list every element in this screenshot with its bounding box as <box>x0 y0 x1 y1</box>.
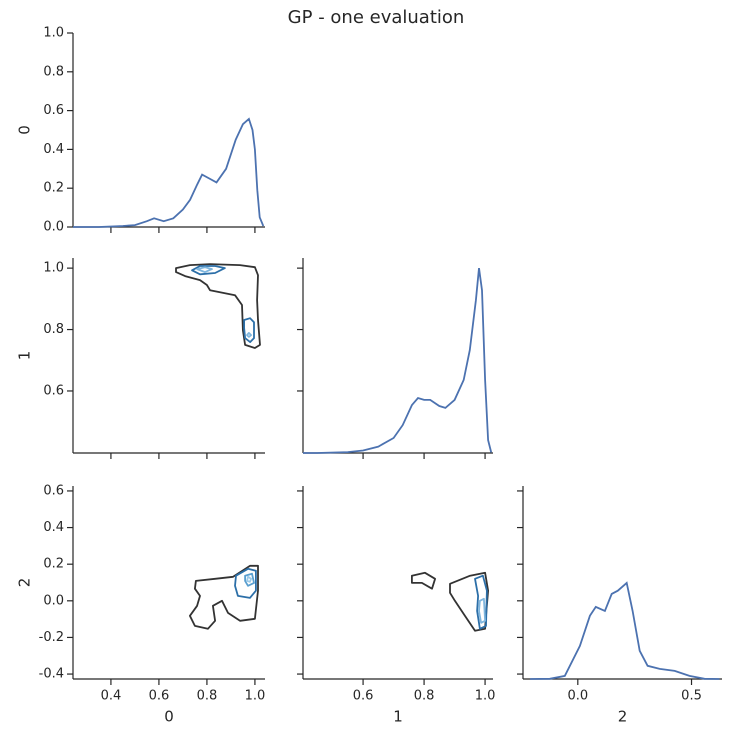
y-tick-label: 0.6 <box>43 483 64 498</box>
x-tick-label: 0.5 <box>681 689 702 704</box>
kde-contour <box>478 597 486 624</box>
y-tick-label: 1.0 <box>43 261 64 276</box>
kde-contour <box>175 263 261 349</box>
x-tick-label: 1.0 <box>475 689 496 704</box>
y-tick-label: -0.2 <box>39 630 64 645</box>
x-tick-label: 0.8 <box>414 689 435 704</box>
figure-title: GP - one evaluation <box>288 7 465 28</box>
kde-contour <box>449 571 489 632</box>
y-tick-label: 1.0 <box>43 26 64 41</box>
kde-contour <box>189 564 259 630</box>
x-axis-label: 0 <box>164 708 174 726</box>
y-tick-label: 0.6 <box>43 383 64 398</box>
kde-contour <box>234 567 257 599</box>
kde-contour <box>411 571 436 590</box>
y-tick-label: 0.8 <box>43 64 64 79</box>
x-tick-label: 0.0 <box>567 689 588 704</box>
y-tick-label: -0.4 <box>39 667 64 682</box>
y-tick-label: 0.6 <box>43 103 64 118</box>
y-tick-label: 0.2 <box>43 181 64 196</box>
x-axis-label: 1 <box>393 708 403 726</box>
kde-contour <box>196 266 213 273</box>
kde-line <box>530 581 720 680</box>
x-tick-label: 1.0 <box>245 689 266 704</box>
x-tick-label: 0.8 <box>197 689 218 704</box>
kde-line <box>73 117 265 228</box>
x-tick-label: 0.4 <box>101 689 122 704</box>
y-axis-label: 2 <box>16 578 34 588</box>
y-tick-label: 0.4 <box>43 142 64 157</box>
y-tick-label: 0.0 <box>43 593 64 608</box>
kde-line <box>303 267 493 454</box>
y-axis-label: 1 <box>16 351 34 361</box>
x-axis-label: 2 <box>618 708 628 726</box>
kde-contour <box>246 575 252 583</box>
y-axis-label: 0 <box>16 125 34 135</box>
y-tick-label: 0.8 <box>43 322 64 337</box>
kde-contour <box>243 317 255 343</box>
x-tick-label: 0.6 <box>353 689 374 704</box>
kde-contour <box>244 572 255 587</box>
x-tick-label: 0.6 <box>149 689 170 704</box>
kde-contour <box>191 265 226 276</box>
kde-contour <box>474 574 488 630</box>
kde-contour <box>246 332 252 338</box>
y-tick-label: 0.2 <box>43 557 64 572</box>
y-tick-label: 0.4 <box>43 520 64 535</box>
y-tick-label: 0.0 <box>43 220 64 235</box>
